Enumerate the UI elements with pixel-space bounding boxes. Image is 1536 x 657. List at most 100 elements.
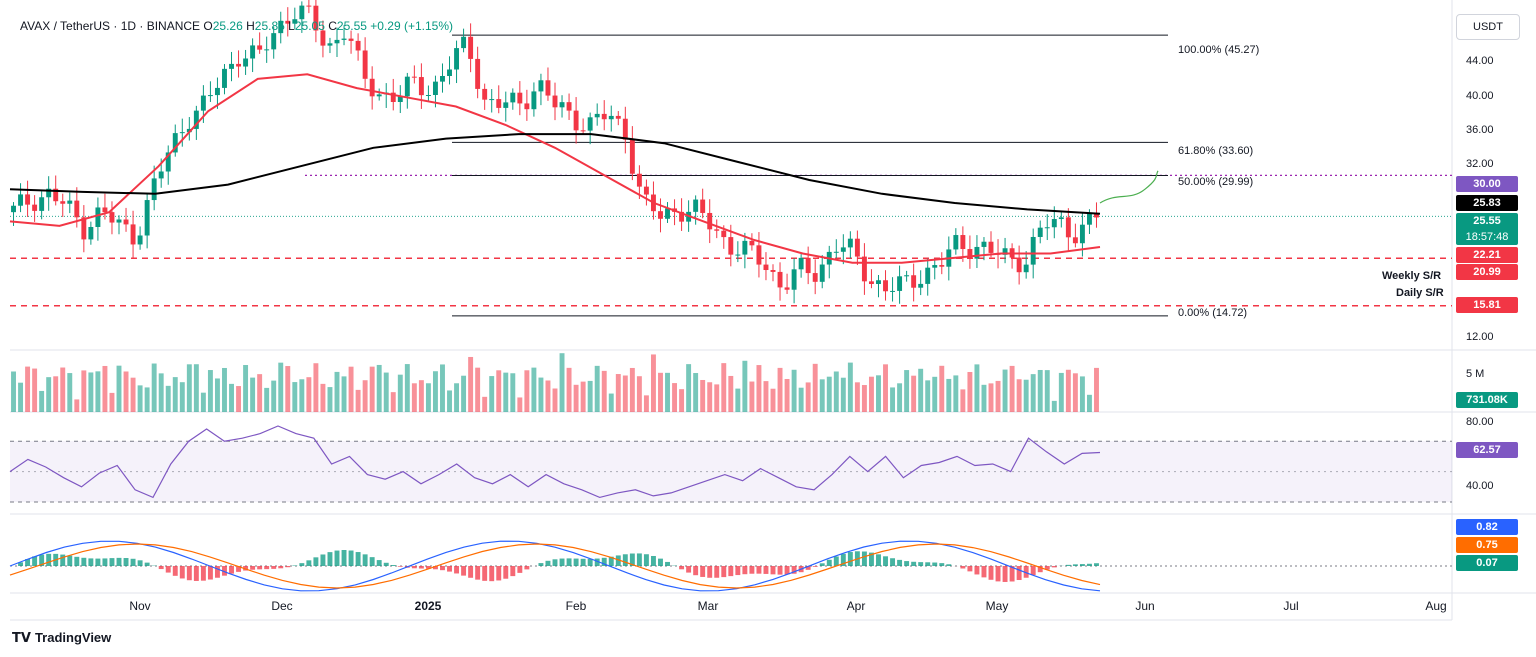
candle-body: [299, 5, 305, 20]
macd-histogram-bar: [742, 566, 748, 575]
volume-bar: [777, 367, 783, 412]
x-tick-label: Mar: [698, 599, 719, 613]
candle-body: [1023, 264, 1029, 273]
volume-bar: [1037, 369, 1043, 412]
candle-body: [1086, 213, 1092, 225]
low-value: 25.05: [294, 19, 325, 33]
volume-bar: [39, 390, 45, 412]
candle-body: [988, 241, 994, 253]
candle-body: [939, 265, 945, 267]
volume-bar: [355, 389, 361, 412]
macd-histogram-bar: [995, 566, 1001, 582]
candle-body: [165, 152, 171, 172]
macd-histogram-bar: [770, 566, 776, 575]
candle-body: [847, 238, 853, 248]
macd-histogram-bar: [285, 566, 291, 568]
volume-bar: [53, 376, 59, 412]
volume-bar: [643, 395, 649, 412]
candle-body: [67, 200, 73, 204]
volume-bar: [601, 370, 607, 412]
volume-bar: [531, 367, 537, 412]
macd-histogram-bar: [791, 566, 797, 574]
volume-bar: [1030, 374, 1036, 412]
candle-body: [693, 199, 699, 212]
volume-bar: [728, 375, 734, 412]
macd-histogram-bar: [144, 562, 150, 566]
rsi-tag: 62.57: [1456, 442, 1518, 458]
macd-histogram-bar: [868, 552, 874, 566]
macd-tag: 0.82: [1456, 519, 1518, 535]
high-value: 25.85: [254, 19, 285, 33]
volume-bar: [137, 385, 143, 412]
volume-bar: [883, 364, 888, 412]
macd-histogram-bar: [88, 558, 94, 566]
weekly-sr-tag: 20.99: [1456, 264, 1518, 280]
candle-body: [707, 212, 713, 230]
candle-body: [932, 265, 938, 268]
candle-body: [158, 171, 164, 179]
macd-histogram-bar: [714, 566, 720, 578]
candle-body: [88, 226, 94, 240]
macd-histogram-bar: [861, 551, 867, 566]
volume-bar: [285, 366, 291, 412]
macd-histogram-bar: [348, 550, 354, 566]
candle-body: [868, 281, 874, 284]
volume-bar: [700, 379, 706, 412]
macd-histogram-bar: [650, 555, 656, 566]
candle-body: [489, 99, 495, 101]
macd-histogram-bar: [960, 566, 966, 569]
volume-bar: [911, 375, 917, 412]
rsi-tick-80: 80.00: [1466, 416, 1494, 428]
fib-0-label: 0.00% (14.72): [1178, 307, 1248, 319]
volume-bar: [18, 382, 24, 412]
volume-bar: [812, 363, 818, 412]
macd-histogram-bar: [222, 566, 227, 576]
macd-histogram-bar: [735, 566, 741, 576]
candle-body: [861, 256, 867, 282]
macd-histogram-bar: [643, 554, 649, 566]
volume-bar: [1002, 369, 1008, 412]
currency-unit-button[interactable]: USDT: [1456, 14, 1520, 40]
candle-body: [812, 273, 818, 282]
volume-bar: [222, 367, 227, 412]
candle-body: [327, 43, 333, 46]
tradingview-brand[interactable]: 𝗧𝗩 TradingView: [12, 630, 111, 646]
close-value: 25.55: [336, 19, 367, 33]
volume-bar: [932, 376, 938, 412]
macd-histogram-bar: [566, 558, 572, 566]
candle-body: [714, 229, 720, 231]
candle-body: [53, 188, 59, 202]
volume-bar: [306, 377, 312, 412]
candle-body: [580, 130, 586, 132]
macd-histogram-bar: [1009, 566, 1015, 582]
x-tick-label: Feb: [566, 599, 587, 613]
high-label: H: [246, 19, 255, 33]
macd-histogram-bar: [496, 566, 502, 581]
macd-histogram-bar: [728, 566, 734, 577]
candle-body: [833, 251, 839, 253]
ema50-tag: 22.21: [1456, 247, 1518, 263]
macd-histogram-bar: [299, 563, 305, 566]
macd-histogram-bar: [629, 553, 635, 566]
volume-bar: [524, 370, 530, 412]
macd-histogram-bar: [74, 556, 80, 566]
volume-bar: [622, 375, 628, 412]
volume-bar: [876, 375, 881, 412]
candle-body: [60, 201, 66, 204]
macd-histogram-bar: [18, 562, 24, 566]
volume-bar: [861, 385, 867, 412]
volume-bar: [749, 381, 755, 412]
x-tick-label: 2025: [415, 599, 442, 613]
signal-line: [9, 543, 1101, 589]
fib-618-label: 61.80% (33.60): [1178, 145, 1254, 157]
candle-body: [243, 58, 249, 67]
volume-bar: [278, 362, 284, 412]
candle-body: [981, 241, 987, 247]
symbol-name[interactable]: AVAX / TetherUS · 1D · BINANCE: [20, 19, 201, 33]
macd-histogram-bar: [306, 560, 312, 566]
candle-body: [81, 217, 87, 240]
volume-bar: [770, 388, 776, 412]
volume-bar: [784, 378, 790, 412]
candle-body: [264, 49, 270, 51]
